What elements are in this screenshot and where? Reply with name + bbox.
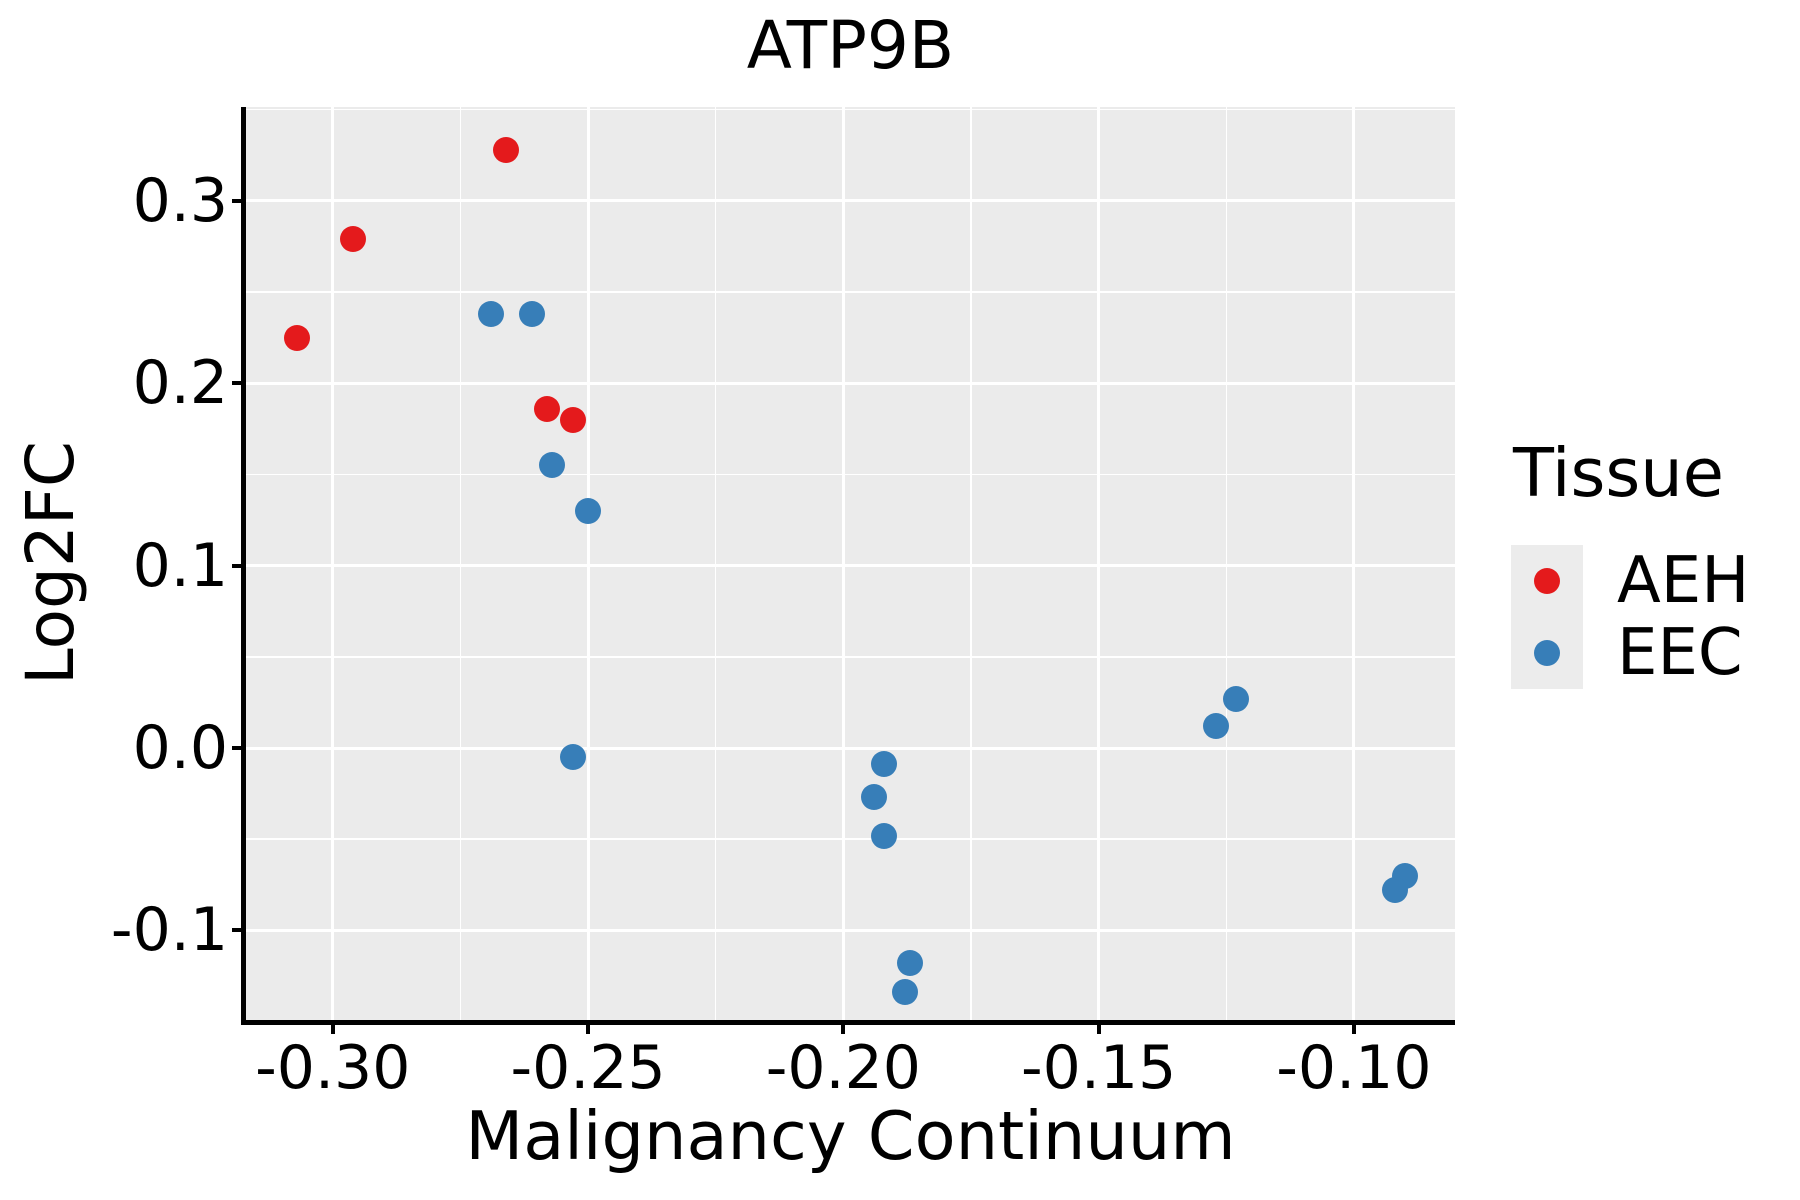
y-minor-gridline	[246, 473, 1455, 476]
x-axis-line	[241, 1020, 1455, 1025]
legend-title: Tissue	[1513, 434, 1724, 512]
x-major-gridline	[586, 107, 590, 1020]
legend: Tissue AEH EEC	[1511, 440, 1749, 689]
y-major-gridline	[246, 199, 1455, 203]
data-point-eec	[871, 822, 898, 849]
x-tick-label: -0.25	[510, 1033, 666, 1103]
y-major-gridline	[246, 381, 1455, 385]
x-tick-label: -0.20	[765, 1033, 921, 1103]
y-major-gridline	[246, 928, 1455, 932]
y-tick-label: 0.3	[132, 165, 228, 236]
data-point-eec	[871, 751, 898, 778]
data-point-eec	[1203, 713, 1230, 740]
x-tick-mark	[1351, 1020, 1356, 1034]
y-minor-gridline	[246, 291, 1455, 293]
x-tick-mark	[586, 1020, 591, 1034]
y-minor-gridline	[246, 838, 1455, 840]
data-point-eec	[559, 744, 586, 771]
legend-eec-dot-icon	[1534, 640, 1560, 666]
y-minor-gridline	[246, 656, 1455, 658]
y-major-gridline	[246, 564, 1455, 568]
data-point-eec	[539, 452, 566, 479]
legend-entry-eec: EEC	[1511, 617, 1749, 689]
y-axis-label: Log2FC	[12, 441, 89, 685]
x-major-gridline	[1352, 107, 1356, 1020]
x-major-gridline	[841, 107, 845, 1020]
legend-entry-label: AEH	[1617, 544, 1750, 618]
x-minor-gridline	[459, 107, 462, 1020]
data-point-aeh	[493, 136, 520, 163]
x-axis-label: Malignancy Continuum	[465, 1097, 1236, 1175]
x-tick-mark	[1096, 1020, 1101, 1034]
x-tick-label: -0.10	[1276, 1033, 1432, 1103]
x-tick-label: -0.15	[1021, 1033, 1177, 1103]
legend-entry-aeh: AEH	[1511, 545, 1749, 617]
data-point-eec	[1381, 877, 1408, 904]
data-point-aeh	[559, 406, 586, 433]
y-tick-mark	[232, 198, 246, 203]
legend-entry-label: EEC	[1617, 616, 1743, 690]
data-point-eec	[860, 784, 887, 811]
y-tick-label: 0.0	[132, 713, 228, 783]
y-tick-mark	[232, 746, 246, 750]
x-major-gridline	[1097, 107, 1101, 1020]
chart-title: ATP9B	[746, 7, 955, 84]
data-point-aeh	[534, 395, 561, 422]
x-minor-gridline	[1225, 107, 1228, 1020]
data-point-eec	[891, 979, 918, 1006]
x-minor-gridline	[714, 107, 717, 1020]
data-point-eec	[518, 300, 545, 327]
y-tick-mark	[232, 928, 246, 933]
y-minor-gridline	[246, 108, 1455, 111]
legend-key-box	[1511, 545, 1583, 617]
data-point-eec	[896, 950, 923, 977]
x-tick-mark	[330, 1020, 335, 1034]
x-tick-label: -0.30	[255, 1033, 411, 1103]
y-tick-mark	[232, 381, 246, 386]
plot-panel	[246, 107, 1455, 1020]
y-tick-label: 0.2	[132, 348, 228, 419]
y-major-gridline	[246, 746, 1455, 750]
x-minor-gridline	[970, 107, 972, 1020]
data-point-eec	[1223, 685, 1250, 712]
legend-key-box	[1511, 617, 1583, 689]
data-point-eec	[575, 497, 602, 524]
legend-entries: AEH EEC	[1511, 545, 1749, 689]
legend-aeh-dot-icon	[1534, 568, 1560, 594]
y-tick-label: -0.1	[110, 895, 228, 966]
x-major-gridline	[331, 107, 335, 1020]
y-tick-label: 0.1	[132, 530, 228, 601]
data-point-eec	[478, 300, 505, 327]
y-tick-mark	[232, 563, 246, 568]
x-tick-mark	[841, 1020, 846, 1034]
data-point-aeh	[284, 324, 311, 351]
data-point-aeh	[340, 226, 367, 253]
